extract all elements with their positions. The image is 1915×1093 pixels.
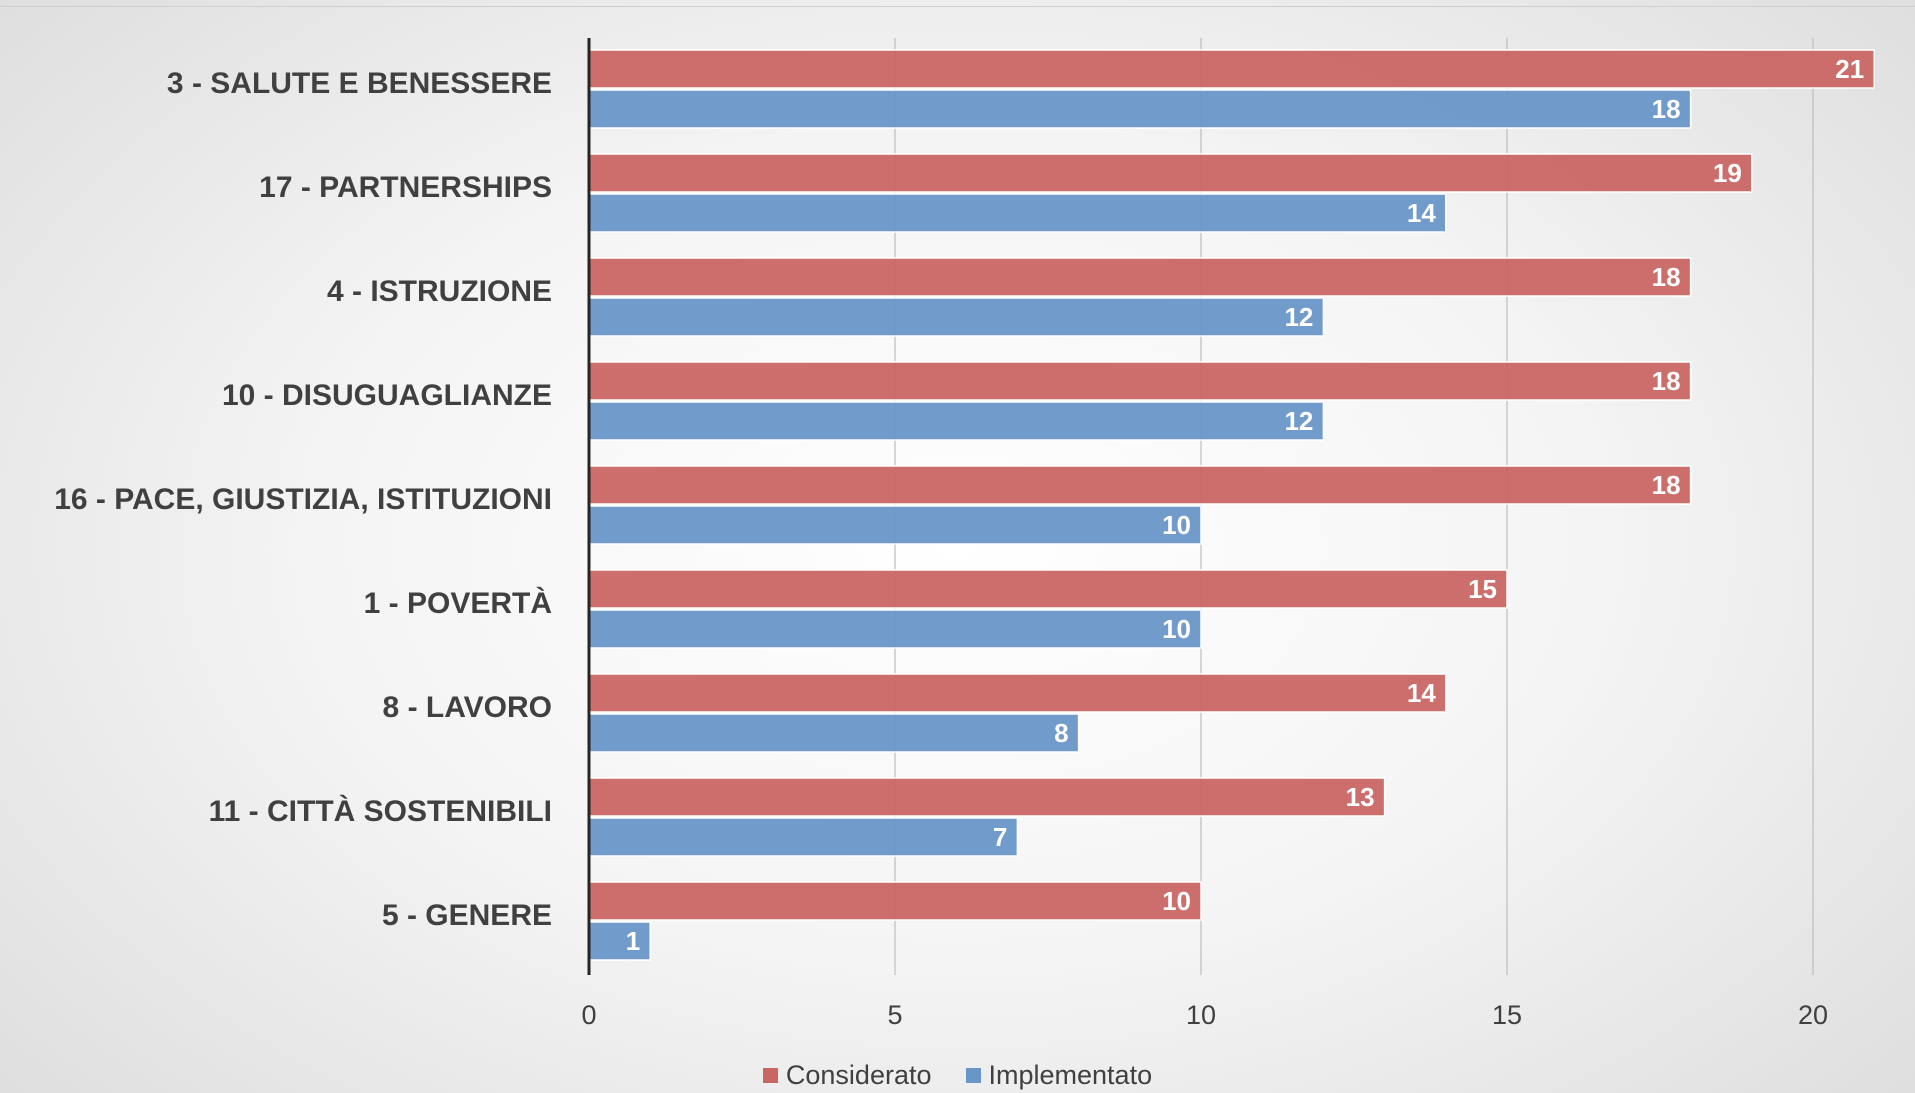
data-label: 13 bbox=[1346, 782, 1375, 812]
data-label: 10 bbox=[1162, 886, 1191, 916]
x-tick-label: 20 bbox=[1798, 1000, 1828, 1030]
legend-label-considerato: Considerato bbox=[785, 1059, 932, 1090]
data-label: 7 bbox=[993, 822, 1007, 852]
bar-implementato bbox=[588, 193, 1447, 233]
bar-implementato bbox=[588, 297, 1325, 337]
bar-implementato bbox=[588, 713, 1080, 753]
bar-considerato bbox=[588, 153, 1753, 193]
data-label: 14 bbox=[1407, 678, 1436, 708]
legend-item-considerato: Considerato bbox=[762, 1059, 932, 1091]
data-label: 21 bbox=[1835, 54, 1864, 84]
x-tick-label: 10 bbox=[1186, 1000, 1216, 1030]
category-label: 8 - LAVORO bbox=[383, 691, 552, 724]
data-label: 1 bbox=[626, 926, 640, 956]
bar-implementato bbox=[588, 505, 1202, 545]
category-label: 3 - SALUTE E BENESSERE bbox=[167, 67, 552, 100]
category-label: 4 - ISTRUZIONE bbox=[327, 275, 552, 308]
category-label: 1 - POVERTÀ bbox=[364, 586, 552, 620]
bar-implementato bbox=[588, 401, 1325, 441]
bar-considerato bbox=[588, 673, 1447, 713]
data-label: 18 bbox=[1652, 366, 1681, 396]
data-label: 19 bbox=[1713, 158, 1742, 188]
category-label: 5 - GENERE bbox=[382, 899, 552, 932]
data-label: 18 bbox=[1652, 470, 1681, 500]
bar-implementato bbox=[588, 89, 1692, 129]
data-label: 10 bbox=[1162, 614, 1191, 644]
data-label: 14 bbox=[1407, 198, 1436, 228]
top-rule bbox=[0, 6, 1915, 7]
data-label: 12 bbox=[1284, 302, 1313, 332]
bar-considerato bbox=[588, 777, 1386, 817]
bar-implementato bbox=[588, 609, 1202, 649]
x-tick-label: 15 bbox=[1492, 1000, 1522, 1030]
legend-swatch-considerato bbox=[762, 1067, 778, 1083]
legend-swatch-implementato bbox=[965, 1067, 981, 1083]
bar-implementato bbox=[588, 921, 651, 961]
bar-considerato bbox=[588, 257, 1692, 297]
bar-considerato bbox=[588, 49, 1875, 89]
bar-implementato bbox=[588, 817, 1019, 857]
category-label: 16 - PACE, GIUSTIZIA, ISTITUZIONI bbox=[54, 483, 552, 516]
legend-item-implementato: Implementato bbox=[965, 1059, 1153, 1091]
bar-considerato bbox=[588, 465, 1692, 505]
data-label: 10 bbox=[1162, 510, 1191, 540]
legend: Considerato Implementato bbox=[0, 1058, 1915, 1092]
bar-considerato bbox=[588, 569, 1508, 609]
data-label: 18 bbox=[1652, 262, 1681, 292]
x-tick-label: 0 bbox=[581, 1000, 596, 1030]
bar-considerato bbox=[588, 361, 1692, 401]
legend-label-implementato: Implementato bbox=[988, 1059, 1153, 1090]
data-label: 8 bbox=[1054, 718, 1068, 748]
x-tick-label: 5 bbox=[887, 1000, 902, 1030]
category-label: 11 - CITTÀ SOSTENIBILI bbox=[209, 794, 552, 828]
data-label: 18 bbox=[1652, 94, 1681, 124]
category-label: 17 - PARTNERSHIPS bbox=[259, 171, 552, 204]
data-label: 15 bbox=[1468, 574, 1497, 604]
category-label: 10 - DISUGUAGLIANZE bbox=[222, 379, 552, 412]
bar-considerato bbox=[588, 881, 1202, 921]
data-label: 12 bbox=[1284, 406, 1313, 436]
